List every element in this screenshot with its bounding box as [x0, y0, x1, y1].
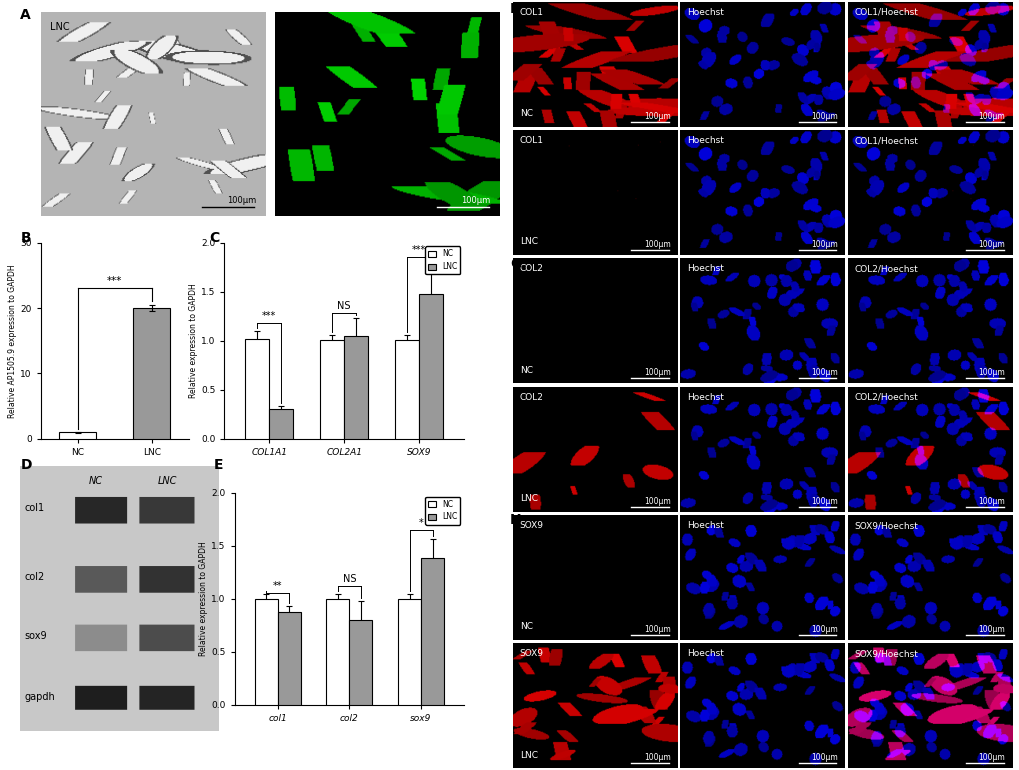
- Text: COL1/Hoechst: COL1/Hoechst: [853, 136, 917, 145]
- Text: gapdh: gapdh: [24, 692, 55, 702]
- Text: 100μm: 100μm: [643, 368, 671, 377]
- Text: COL1/Hoechst: COL1/Hoechst: [853, 8, 917, 17]
- Text: 100μm: 100μm: [810, 112, 838, 121]
- Text: NC: NC: [519, 622, 532, 631]
- Text: 100μm: 100μm: [977, 625, 1005, 634]
- Text: LNC: LNC: [519, 751, 537, 760]
- Text: 100μm: 100μm: [977, 240, 1005, 249]
- Text: 100μm: 100μm: [227, 196, 256, 206]
- Text: C: C: [209, 231, 219, 245]
- Text: col1: col1: [24, 504, 45, 514]
- Legend: NC, LNC: NC, LNC: [425, 246, 460, 274]
- Bar: [255, 599, 277, 705]
- Bar: [397, 599, 421, 705]
- Text: Hoechst: Hoechst: [686, 136, 723, 145]
- Text: 100μm: 100μm: [810, 753, 838, 762]
- Text: ***: ***: [262, 311, 276, 321]
- Text: NS: NS: [342, 574, 356, 584]
- Text: 100μm: 100μm: [643, 497, 671, 506]
- Bar: [59, 432, 96, 439]
- Text: SOX9: SOX9: [519, 649, 543, 658]
- Text: SOX9/Hoechst: SOX9/Hoechst: [853, 649, 917, 658]
- Text: 100μm: 100μm: [462, 196, 490, 206]
- Text: COL2: COL2: [519, 264, 543, 273]
- Text: COL2: COL2: [519, 393, 543, 402]
- Text: D: D: [20, 458, 32, 472]
- Text: Hoechst: Hoechst: [686, 649, 723, 658]
- Text: COL1: COL1: [519, 8, 543, 17]
- Bar: [277, 612, 301, 705]
- Text: 100μm: 100μm: [977, 112, 1005, 121]
- Text: 100μm: 100μm: [810, 497, 838, 506]
- Text: H: H: [510, 514, 521, 527]
- Text: 100μm: 100μm: [977, 368, 1005, 377]
- Text: COL2/Hoechst: COL2/Hoechst: [853, 393, 917, 402]
- Text: SOX9/Hoechst: SOX9/Hoechst: [853, 521, 917, 530]
- Text: NC: NC: [89, 477, 103, 487]
- Text: F: F: [510, 2, 519, 15]
- Text: LNC: LNC: [158, 477, 177, 487]
- Text: col2: col2: [24, 572, 45, 582]
- Text: ***: ***: [107, 276, 122, 286]
- Text: ***: ***: [412, 246, 426, 256]
- Text: 100μm: 100μm: [977, 497, 1005, 506]
- Bar: [348, 620, 372, 705]
- Bar: [421, 558, 443, 705]
- Y-axis label: Relative expression to GAPDH: Relative expression to GAPDH: [200, 541, 208, 656]
- Text: SOX9: SOX9: [519, 521, 543, 530]
- Text: LNC: LNC: [50, 22, 69, 32]
- Y-axis label: Relative AP1505.9 expression to GAPDH: Relative AP1505.9 expression to GAPDH: [8, 264, 17, 417]
- Bar: [344, 336, 368, 439]
- Text: NC: NC: [519, 366, 532, 375]
- Text: 100μm: 100μm: [643, 625, 671, 634]
- Text: E: E: [214, 458, 223, 472]
- Bar: [246, 339, 269, 439]
- Bar: [269, 410, 293, 439]
- Y-axis label: Relative expression to GAPDH: Relative expression to GAPDH: [190, 283, 198, 398]
- Text: 100μm: 100μm: [810, 625, 838, 634]
- Text: Hoechst: Hoechst: [686, 264, 723, 273]
- Text: Hoechst: Hoechst: [686, 393, 723, 402]
- Text: A: A: [20, 8, 32, 22]
- Bar: [326, 599, 348, 705]
- Text: B: B: [20, 231, 31, 245]
- Text: Hoechst: Hoechst: [686, 8, 723, 17]
- Bar: [133, 308, 170, 439]
- Text: **: **: [273, 581, 282, 591]
- Text: Hoechst: Hoechst: [686, 521, 723, 530]
- Text: sox9: sox9: [24, 631, 47, 641]
- Bar: [419, 293, 442, 439]
- Text: 100μm: 100μm: [643, 240, 671, 249]
- Text: 100μm: 100μm: [643, 753, 671, 762]
- Text: LNC: LNC: [519, 237, 537, 246]
- Bar: [394, 340, 419, 439]
- Text: 100μm: 100μm: [810, 240, 838, 249]
- Text: NS: NS: [337, 301, 351, 311]
- Text: 100μm: 100μm: [810, 368, 838, 377]
- Text: COL1: COL1: [519, 136, 543, 145]
- Text: NC: NC: [519, 109, 532, 118]
- Text: *: *: [418, 517, 423, 527]
- Text: G: G: [510, 256, 521, 271]
- Bar: [320, 340, 343, 439]
- Text: 100μm: 100μm: [643, 112, 671, 121]
- Legend: NC, LNC: NC, LNC: [425, 497, 460, 524]
- Text: 100μm: 100μm: [977, 753, 1005, 762]
- Text: LNC: LNC: [519, 494, 537, 503]
- Text: COL2/Hoechst: COL2/Hoechst: [853, 264, 917, 273]
